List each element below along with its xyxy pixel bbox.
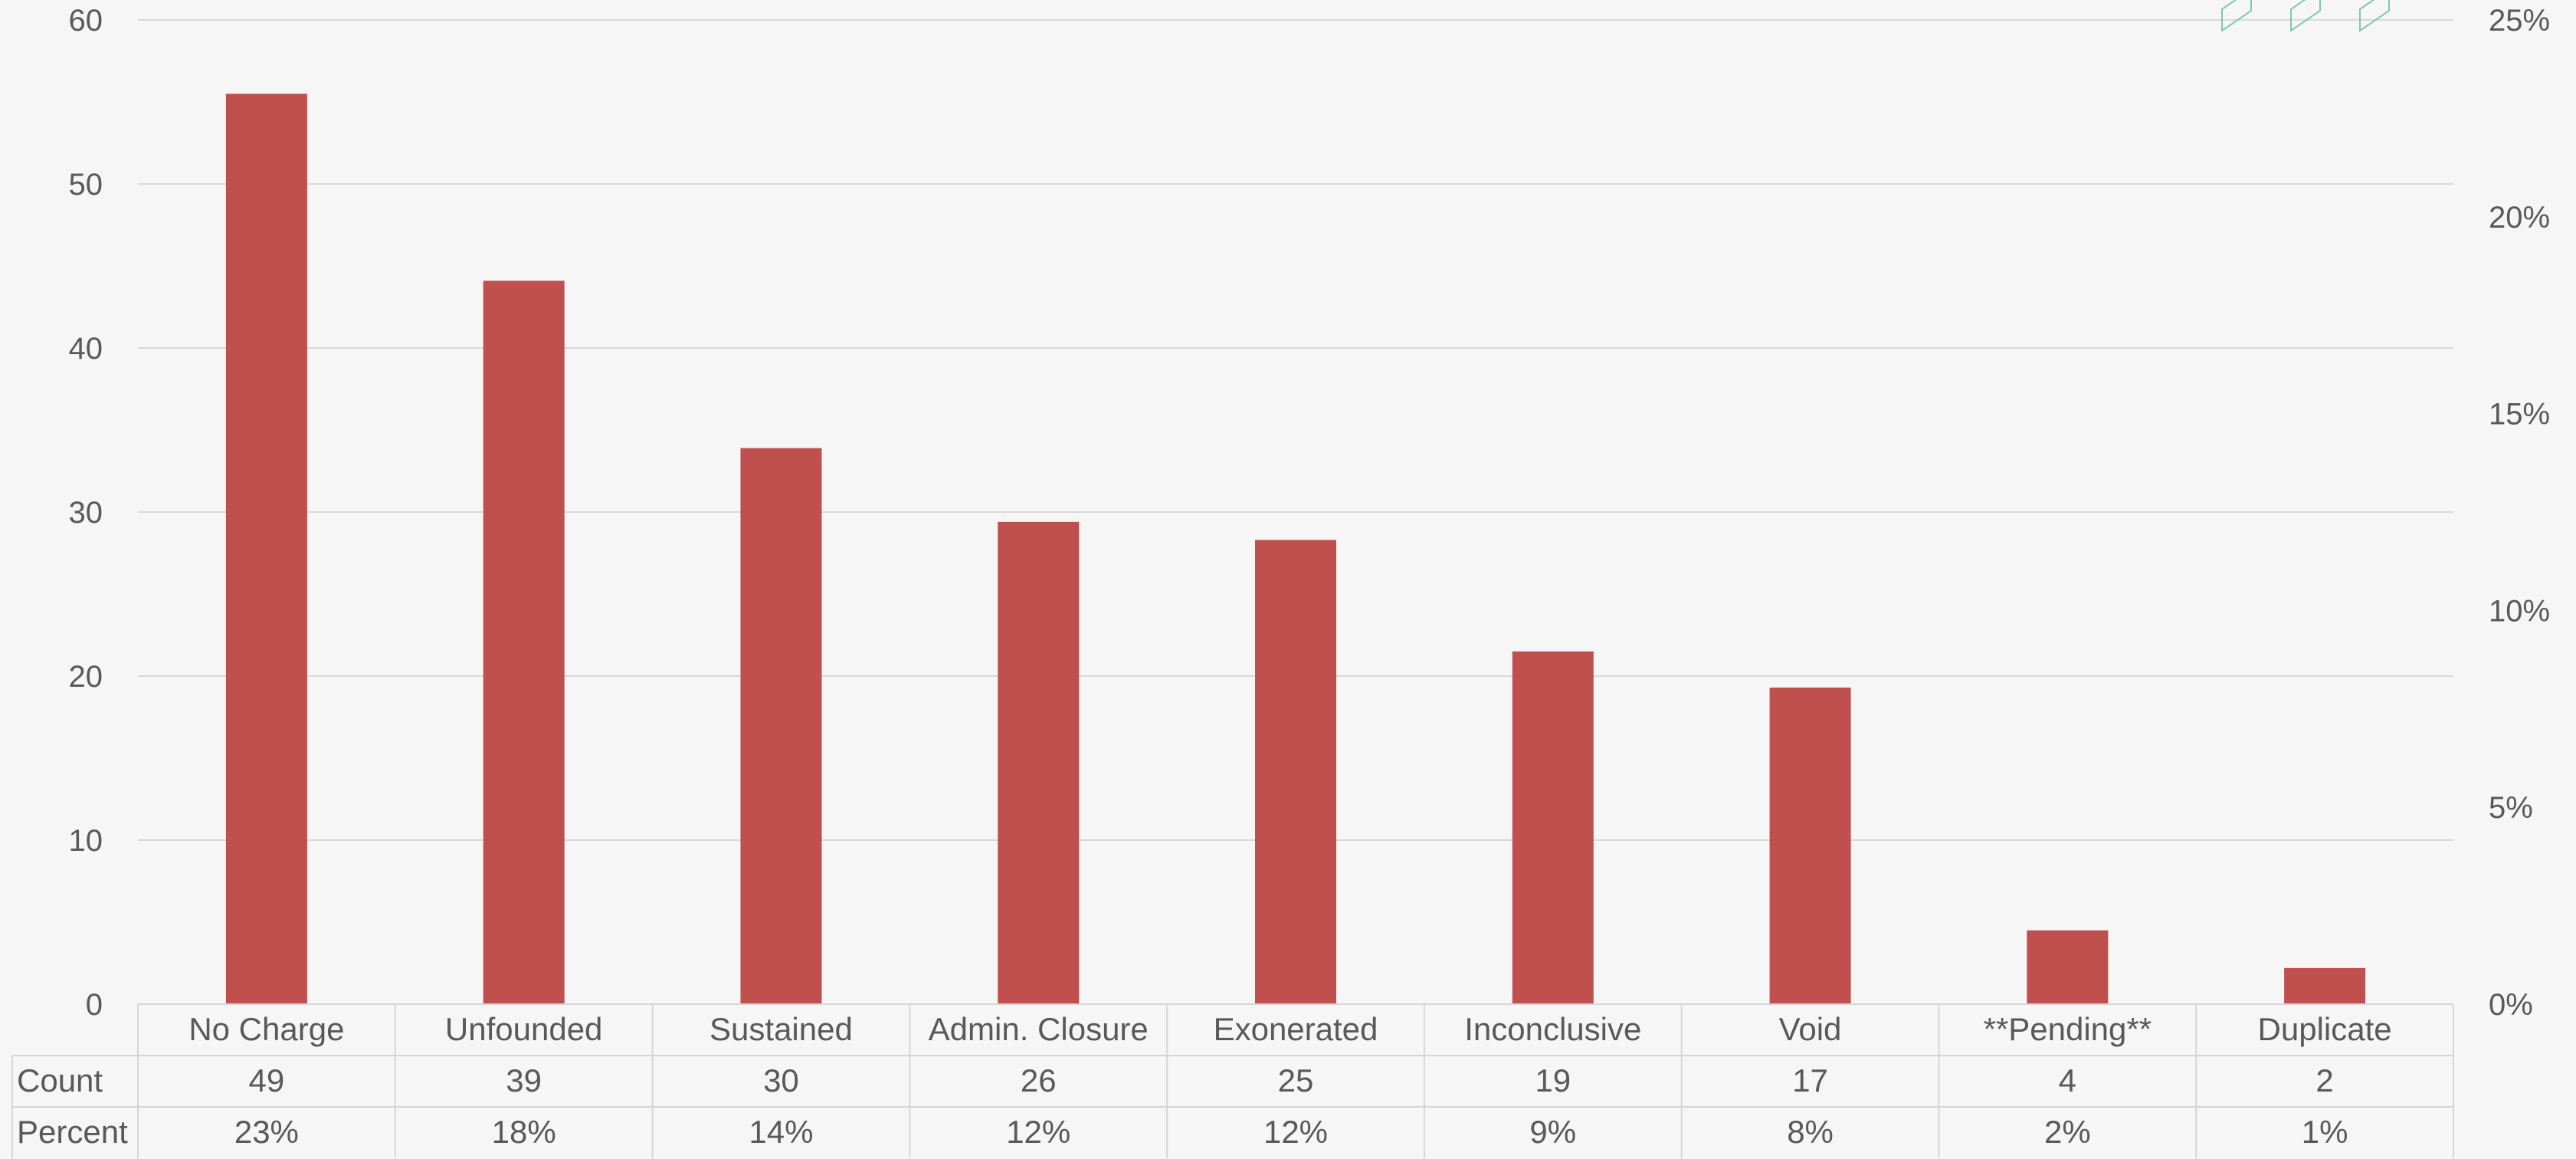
bar <box>1255 540 1336 1004</box>
legend-key-icon <box>2290 0 2321 32</box>
table-cell: 8% <box>1787 1114 1834 1150</box>
table-cell: 26 <box>1021 1062 1057 1098</box>
y2-tick-label: 0% <box>2489 988 2533 1022</box>
table-cell: 12% <box>1006 1114 1070 1150</box>
table-cell: 23% <box>234 1114 299 1150</box>
bar <box>1769 687 1851 1004</box>
table-cell: 18% <box>492 1114 556 1150</box>
y2-tick-label: 5% <box>2489 791 2533 825</box>
bar <box>1512 651 1594 1004</box>
bar <box>2284 967 2366 1004</box>
y-tick-label: 10 <box>69 824 103 858</box>
bars <box>225 94 2366 1004</box>
table-cell: 30 <box>763 1062 799 1098</box>
y2-tick-label: 20% <box>2489 201 2550 235</box>
category-label: Sustained <box>710 1011 853 1047</box>
table-cell: 2% <box>2044 1114 2091 1150</box>
table-row-label: Count <box>17 1062 103 1098</box>
bar <box>740 448 822 1004</box>
y2-tick-label: 25% <box>2489 4 2550 38</box>
table-cell: 39 <box>506 1062 542 1098</box>
table-row-label: Percent <box>17 1114 128 1150</box>
y-tick-label: 0 <box>86 988 103 1022</box>
y-tick-label: 20 <box>69 660 103 694</box>
category-label: Duplicate <box>2258 1011 2392 1047</box>
legend-key-icon <box>2221 0 2252 32</box>
table-cell: 12% <box>1263 1114 1328 1150</box>
right-axis-ticks: 0% 5% 10% 15% 20% 25% <box>2489 4 2550 1022</box>
y2-tick-label: 10% <box>2489 594 2550 628</box>
bar <box>2027 930 2109 1004</box>
table-cell: 1% <box>2302 1114 2348 1150</box>
category-label: Void <box>1779 1011 1842 1047</box>
table-cell: 25 <box>1278 1062 1314 1098</box>
category-label: Admin. Closure <box>929 1011 1149 1047</box>
category-label: Inconclusive <box>1464 1011 1641 1047</box>
bar <box>998 521 1080 1004</box>
y-tick-label: 50 <box>69 168 103 202</box>
table-cell: 49 <box>249 1062 285 1098</box>
category-label: **Pending** <box>1984 1011 2152 1047</box>
y-tick-label: 60 <box>69 4 103 38</box>
y2-tick-label: 15% <box>2489 398 2550 432</box>
bar <box>483 281 565 1004</box>
category-label: Unfounded <box>445 1011 603 1047</box>
table-cell: 19 <box>1535 1062 1571 1098</box>
bar <box>225 94 307 1004</box>
legend-key-marks <box>2221 0 2390 32</box>
category-label: Exonerated <box>1214 1011 1378 1047</box>
table-cell: 17 <box>1792 1062 1828 1098</box>
table-cell: 14% <box>749 1114 813 1150</box>
table-cell: 2 <box>2315 1062 2333 1098</box>
y-tick-label: 40 <box>69 332 103 366</box>
table-cell: 9% <box>1529 1114 1576 1150</box>
legend-key-icon <box>2359 0 2390 32</box>
data-table: No Charge Unfounded Sustained Admin. Closur… <box>11 1003 2454 1158</box>
table-cell: 4 <box>2059 1062 2076 1098</box>
category-label: No Charge <box>188 1011 344 1047</box>
left-axis-ticks: 0 10 20 30 40 50 60 <box>69 4 103 1022</box>
y-tick-label: 30 <box>69 496 103 530</box>
